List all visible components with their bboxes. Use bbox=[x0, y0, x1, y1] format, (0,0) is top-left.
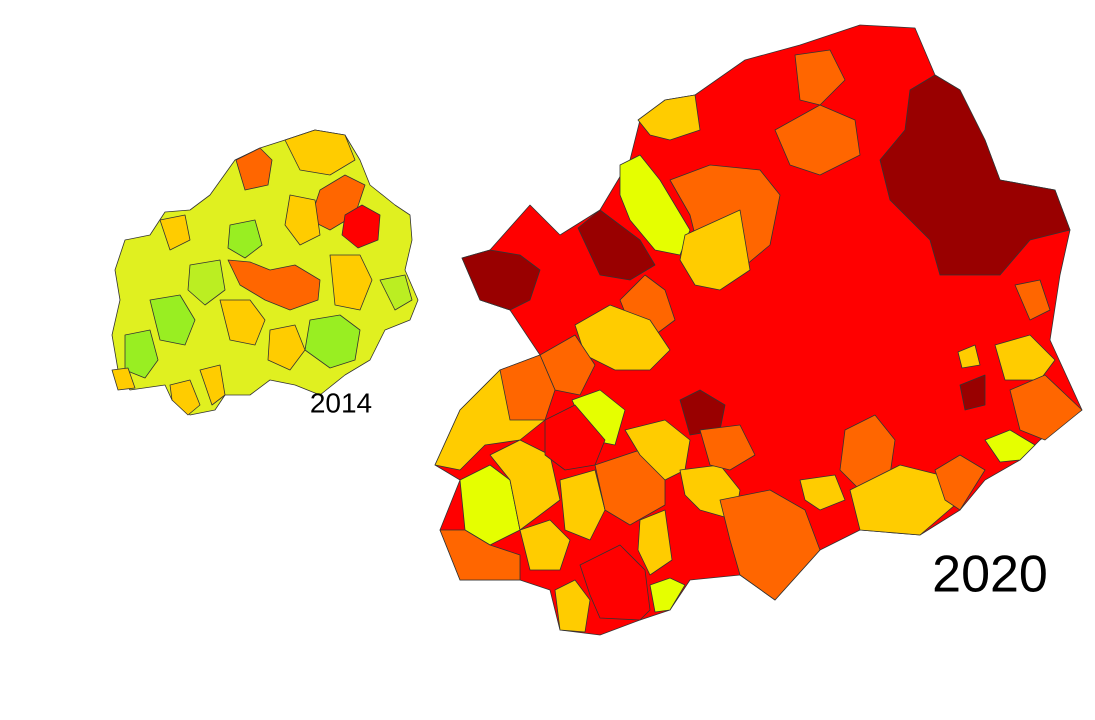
region bbox=[799, 474, 846, 511]
region bbox=[1009, 374, 1083, 441]
region bbox=[619, 154, 691, 256]
region bbox=[199, 364, 226, 406]
region bbox=[329, 254, 373, 311]
region bbox=[959, 374, 986, 411]
region bbox=[284, 194, 321, 246]
region bbox=[994, 334, 1056, 381]
region bbox=[774, 104, 861, 176]
region bbox=[679, 389, 726, 436]
map-label: 2014 bbox=[310, 387, 372, 418]
region bbox=[341, 204, 381, 249]
region bbox=[579, 544, 651, 621]
region bbox=[984, 429, 1036, 463]
region bbox=[934, 454, 986, 511]
region bbox=[235, 147, 273, 191]
region bbox=[227, 259, 321, 311]
region bbox=[149, 294, 196, 346]
region bbox=[719, 489, 821, 601]
region bbox=[649, 577, 686, 613]
region bbox=[559, 469, 606, 541]
region bbox=[111, 367, 136, 391]
region bbox=[879, 74, 1071, 276]
region bbox=[519, 519, 571, 571]
region bbox=[219, 299, 266, 346]
region bbox=[489, 439, 561, 531]
region bbox=[637, 509, 673, 576]
region bbox=[124, 329, 159, 379]
region bbox=[679, 209, 751, 291]
region bbox=[461, 249, 541, 311]
region bbox=[699, 424, 756, 471]
map-2020 bbox=[434, 24, 1083, 636]
region bbox=[439, 529, 521, 581]
region bbox=[187, 259, 226, 306]
map-2014 bbox=[111, 129, 419, 416]
region bbox=[159, 214, 191, 251]
region bbox=[1014, 279, 1051, 321]
region bbox=[794, 49, 846, 106]
region bbox=[169, 379, 201, 416]
region bbox=[554, 579, 591, 633]
region bbox=[379, 274, 413, 311]
region bbox=[284, 129, 356, 176]
region bbox=[499, 354, 556, 421]
region bbox=[227, 219, 263, 259]
map-label: 2020 bbox=[932, 546, 1048, 604]
region bbox=[637, 94, 701, 141]
region bbox=[267, 324, 306, 371]
region bbox=[957, 344, 981, 369]
region bbox=[577, 209, 656, 281]
